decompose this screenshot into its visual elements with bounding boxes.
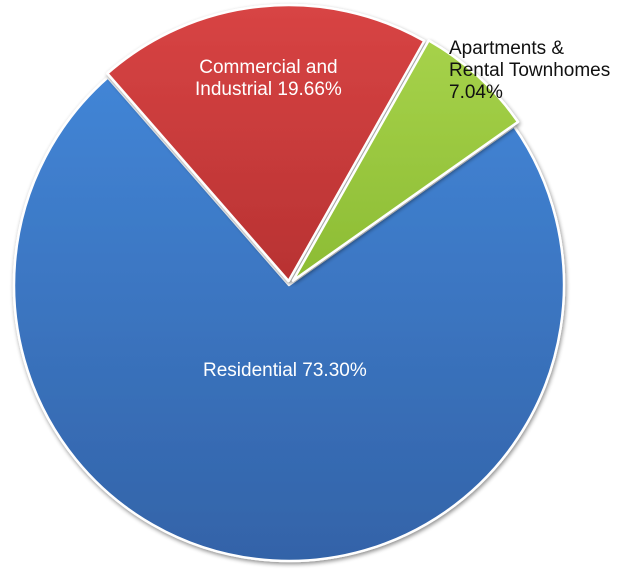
apartments-label-line2: Rental Townhomes [449, 60, 611, 81]
slice-residential [12, 76, 566, 563]
apartments-label-line1: Apartments & [449, 38, 565, 59]
commercial-label: Commercial and Industrial 19.66% [195, 57, 342, 101]
slice-apartments-rental [291, 39, 520, 282]
apartments-label: Apartments & Rental Townhomes 7.04% [449, 38, 610, 104]
commercial-label-line2: Industrial 19.66% [195, 79, 342, 100]
residential-label: Residential 73.30% [203, 360, 367, 381]
slice-commercial-industrial [106, 3, 426, 283]
apartments-label-line3: 7.04% [449, 82, 503, 103]
commercial-label-line1: Commercial and [199, 57, 338, 78]
